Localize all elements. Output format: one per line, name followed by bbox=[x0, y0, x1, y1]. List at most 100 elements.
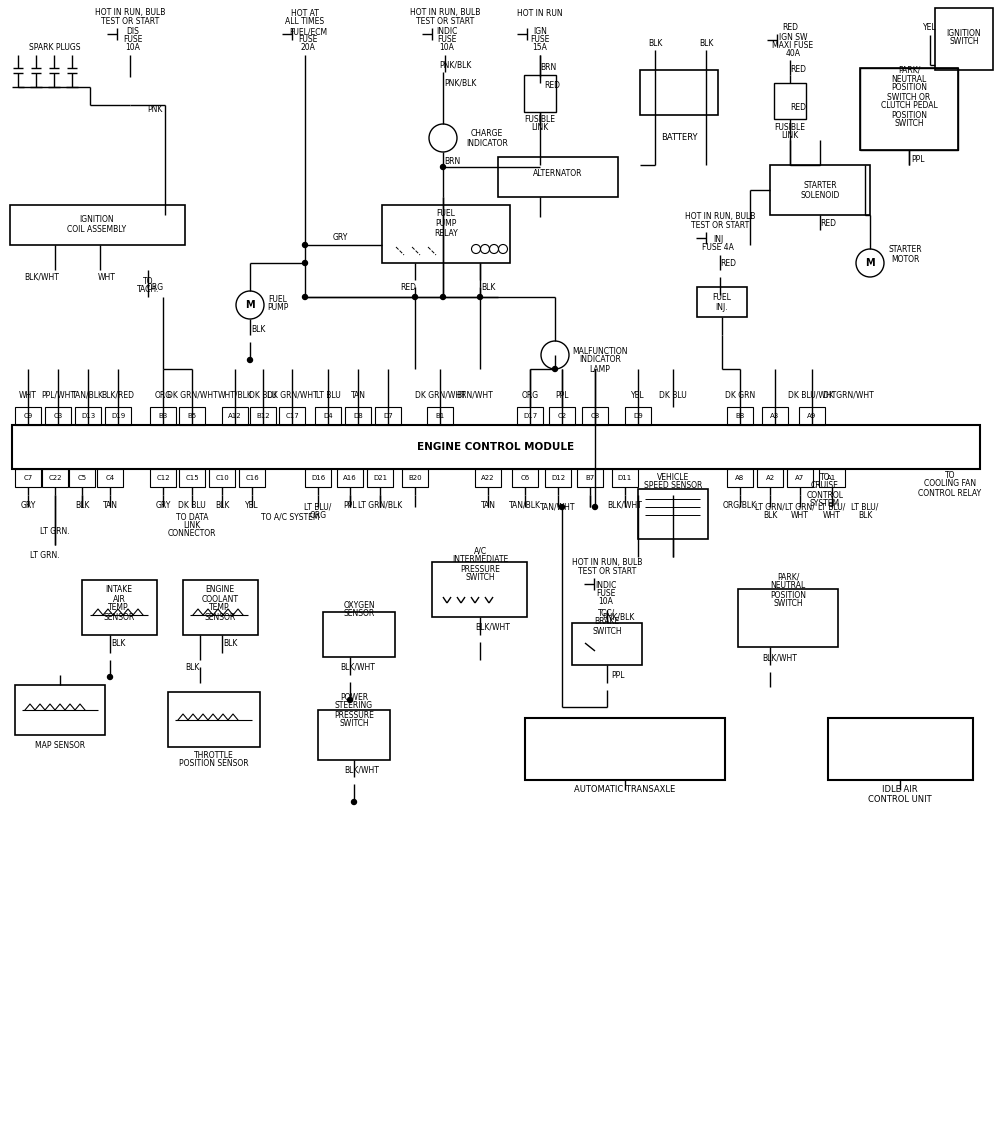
Circle shape bbox=[302, 295, 308, 299]
Bar bbox=[727, 469, 753, 487]
Text: HOT IN RUN, BULB: HOT IN RUN, BULB bbox=[572, 558, 642, 567]
Text: C2: C2 bbox=[557, 413, 567, 418]
Text: CONNECTOR: CONNECTOR bbox=[168, 529, 216, 538]
Text: PNK/BLK: PNK/BLK bbox=[444, 79, 476, 88]
Text: RED: RED bbox=[544, 81, 560, 90]
Text: DK GRN/WHT: DK GRN/WHT bbox=[267, 390, 317, 399]
Text: RED: RED bbox=[790, 102, 806, 111]
Text: AIR: AIR bbox=[113, 594, 125, 603]
Text: STARTER: STARTER bbox=[888, 245, 922, 254]
Bar bbox=[432, 562, 527, 616]
Text: SWITCH: SWITCH bbox=[773, 600, 803, 609]
Text: NEUTRAL: NEUTRAL bbox=[770, 582, 806, 591]
Text: SENSOR: SENSOR bbox=[343, 610, 375, 619]
Text: BLK: BLK bbox=[481, 282, 495, 291]
Text: INTERMEDIATE: INTERMEDIATE bbox=[452, 556, 508, 565]
Circle shape bbox=[440, 295, 446, 299]
Text: WHT/BLK: WHT/BLK bbox=[218, 390, 252, 399]
Text: A/C: A/C bbox=[473, 547, 487, 556]
Text: CLUTCH PEDAL: CLUTCH PEDAL bbox=[881, 101, 937, 110]
Text: YEL: YEL bbox=[923, 24, 937, 33]
Text: COOLANT: COOLANT bbox=[202, 594, 239, 603]
Text: RED: RED bbox=[790, 64, 806, 73]
Text: PPL: PPL bbox=[611, 672, 625, 681]
Text: TAN/BLK: TAN/BLK bbox=[509, 501, 541, 510]
Text: INJ.: INJ. bbox=[716, 303, 728, 312]
Text: FUSIBLE: FUSIBLE bbox=[524, 116, 556, 125]
Bar bbox=[545, 469, 571, 487]
Bar bbox=[42, 469, 68, 487]
Bar bbox=[12, 425, 980, 469]
Text: C12: C12 bbox=[156, 475, 170, 482]
Bar bbox=[738, 590, 838, 647]
Text: TEST OR START: TEST OR START bbox=[691, 220, 749, 229]
Text: D9: D9 bbox=[633, 413, 643, 418]
Text: FUSIBLE: FUSIBLE bbox=[774, 123, 806, 132]
Bar bbox=[582, 407, 608, 425]
Text: BLK: BLK bbox=[763, 511, 777, 520]
Text: INDICATOR: INDICATOR bbox=[466, 138, 508, 147]
Text: POSITION: POSITION bbox=[891, 110, 927, 119]
Circle shape bbox=[552, 367, 558, 371]
Text: FUEL/ECM: FUEL/ECM bbox=[289, 27, 327, 36]
Text: TAN/WHT: TAN/WHT bbox=[540, 503, 576, 512]
Bar bbox=[209, 469, 235, 487]
Text: C9: C9 bbox=[23, 413, 33, 418]
Bar bbox=[382, 205, 510, 263]
Text: 40A: 40A bbox=[786, 50, 800, 58]
Bar bbox=[168, 692, 260, 747]
Bar bbox=[572, 623, 642, 665]
Text: ORG: ORG bbox=[521, 390, 539, 399]
Text: DK BLU/WHT: DK BLU/WHT bbox=[788, 390, 836, 399]
Text: MOTOR: MOTOR bbox=[891, 255, 919, 264]
Text: RED: RED bbox=[400, 282, 416, 291]
Bar bbox=[222, 407, 248, 425]
Text: WHT: WHT bbox=[19, 390, 37, 399]
Text: LT BLU: LT BLU bbox=[316, 390, 340, 399]
Text: PPL: PPL bbox=[555, 390, 569, 399]
Text: D19: D19 bbox=[111, 413, 125, 418]
Text: INTAKE: INTAKE bbox=[106, 585, 132, 594]
Text: PNK: PNK bbox=[147, 106, 163, 115]
Text: CHARGE: CHARGE bbox=[471, 129, 503, 138]
Bar bbox=[15, 469, 41, 487]
Bar bbox=[105, 407, 131, 425]
Text: PRESSURE: PRESSURE bbox=[460, 565, 500, 574]
Text: TEMP.: TEMP. bbox=[209, 603, 231, 612]
Bar bbox=[337, 469, 363, 487]
Text: INJ: INJ bbox=[713, 235, 723, 244]
Text: BLK: BLK bbox=[699, 38, 713, 47]
Bar bbox=[179, 407, 205, 425]
Text: 20A: 20A bbox=[301, 44, 315, 53]
Text: A9: A9 bbox=[807, 413, 817, 418]
Bar bbox=[305, 469, 331, 487]
Text: TAN: TAN bbox=[351, 390, 366, 399]
Text: POSITION: POSITION bbox=[891, 83, 927, 92]
Text: ORG/BLK: ORG/BLK bbox=[723, 501, 757, 510]
Text: SWITCH OR: SWITCH OR bbox=[887, 92, 931, 101]
Text: SWITCH: SWITCH bbox=[949, 37, 979, 46]
Text: TAN: TAN bbox=[103, 501, 118, 510]
Bar bbox=[525, 718, 725, 780]
Text: M: M bbox=[245, 300, 255, 310]
Text: C4: C4 bbox=[105, 475, 115, 482]
Text: CONTROL: CONTROL bbox=[806, 490, 844, 500]
Text: LT GRN/: LT GRN/ bbox=[785, 503, 815, 512]
Text: SWITCH: SWITCH bbox=[465, 574, 495, 583]
Text: D13: D13 bbox=[81, 413, 95, 418]
Text: FUEL: FUEL bbox=[437, 208, 455, 217]
Bar bbox=[75, 407, 101, 425]
Text: ALTERNATOR: ALTERNATOR bbox=[533, 169, 583, 178]
Text: TO: TO bbox=[143, 278, 153, 287]
Text: TEST OR START: TEST OR START bbox=[578, 567, 636, 576]
Text: SPEED SENSOR: SPEED SENSOR bbox=[644, 482, 702, 490]
Text: BLK/RED: BLK/RED bbox=[102, 390, 134, 399]
Text: COOLING FAN: COOLING FAN bbox=[924, 479, 976, 488]
Text: TACH.: TACH. bbox=[137, 286, 159, 295]
Bar bbox=[828, 718, 973, 780]
Text: D21: D21 bbox=[373, 475, 387, 482]
Text: FUSE: FUSE bbox=[437, 36, 457, 45]
Text: SWITCH: SWITCH bbox=[592, 627, 622, 636]
Text: PPL: PPL bbox=[911, 154, 925, 163]
Text: FUSE: FUSE bbox=[530, 36, 550, 45]
